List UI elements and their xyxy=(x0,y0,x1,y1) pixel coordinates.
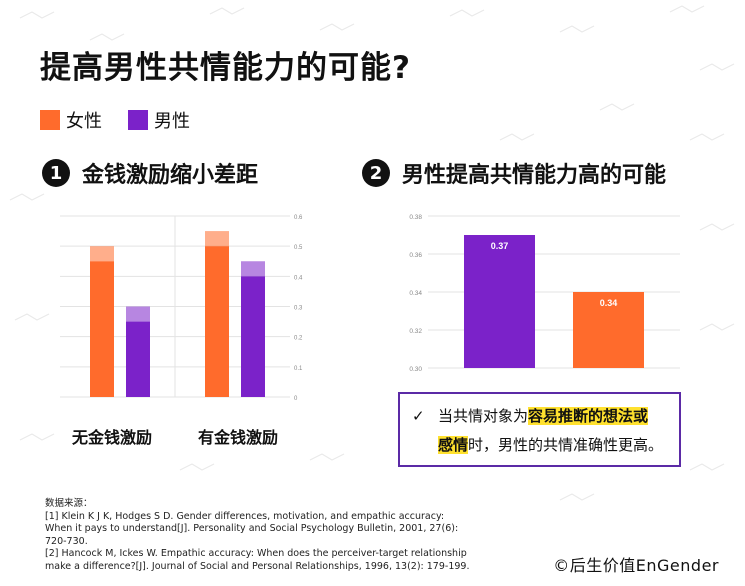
conclusion-note: ✓ 当共情对象为容易推断的想法或 感情时，男性的共情准确性更高。 xyxy=(398,392,681,467)
y-tick-label: 0.30 xyxy=(409,366,422,373)
legend-swatch-female xyxy=(40,110,60,130)
source-line: make a difference?[J]. Journal of Social… xyxy=(45,560,470,572)
note-highlight-2: 感情 xyxy=(438,436,469,454)
section1-number: 1 xyxy=(42,159,70,187)
category-label-incentive: 有金钱激励 xyxy=(197,428,278,447)
bar-cap-female xyxy=(90,246,114,262)
y-tick-label: 0.5 xyxy=(294,245,303,251)
y-tick-label: 0.1 xyxy=(294,366,303,372)
note-text-pre: 当共情对象为 xyxy=(438,407,529,425)
legend-label-male: 男性 xyxy=(154,111,190,132)
y-tick-label: 0.6 xyxy=(294,215,303,221)
y-tick-label: 0.4 xyxy=(294,275,303,281)
legend-item-male: 男性 xyxy=(128,107,190,133)
chart-incentive: 0 0.1 0.2 0.3 0.4 0.5 0.6 xyxy=(60,215,303,402)
legend-label-female: 女性 xyxy=(66,111,102,132)
legend: 女性 男性 xyxy=(40,108,216,132)
source-line: When it pays to understand[J]. Personali… xyxy=(45,523,459,534)
y-tick-label: 0 xyxy=(294,396,298,402)
y-tick-label: 0.36 xyxy=(409,252,422,259)
data-label: 0.37 xyxy=(491,241,509,251)
note-text-post: 时，男性的共情准确性更高。 xyxy=(468,436,664,454)
legend-swatch-male xyxy=(128,110,148,130)
bar-male xyxy=(126,321,150,397)
section2-number: 2 xyxy=(362,159,390,187)
check-icon: ✓ xyxy=(412,407,425,425)
y-tick-label: 0.2 xyxy=(294,336,303,342)
y-tick-label: 0.32 xyxy=(409,328,422,335)
bar-cap-male xyxy=(241,261,265,277)
chart-empathic-accuracy: 0.30 0.32 0.34 0.36 0.38 0.37 0.34 xyxy=(409,214,680,373)
bar-cap-male xyxy=(126,306,150,322)
bar-female xyxy=(90,261,114,397)
y-tick-label: 0.3 xyxy=(294,306,303,312)
bar-cap-female xyxy=(205,231,229,247)
section2-title: 男性提高共情能力高的可能 xyxy=(402,163,667,188)
section2-heading: 2 男性提高共情能力高的可能 xyxy=(362,157,666,189)
section1-heading: 1 金钱激励缩小差距 xyxy=(42,157,258,189)
sources: 数据来源： [1] Klein K J K, Hodges S D. Gende… xyxy=(45,498,505,573)
bar-female xyxy=(573,292,644,368)
source-line: 720-730. xyxy=(45,535,88,547)
bar-male xyxy=(464,235,535,368)
y-tick-label: 0.34 xyxy=(409,290,422,297)
sources-heading: 数据来源： xyxy=(45,498,93,509)
legend-item-female: 女性 xyxy=(40,107,102,133)
data-label: 0.34 xyxy=(600,298,618,308)
credit: ©后生价值EnGender xyxy=(553,556,719,575)
category-label-no-incentive: 无金钱激励 xyxy=(71,428,152,447)
note-highlight-1: 容易推断的想法或 xyxy=(528,407,649,425)
bar-male xyxy=(241,276,265,397)
page-title: 提高男性共情能力的可能? xyxy=(40,50,411,86)
y-tick-label: 0.38 xyxy=(409,214,422,221)
bar-female xyxy=(205,246,229,397)
source-line: [2] Hancock M, Ickes W. Empathic accurac… xyxy=(45,548,467,559)
source-line: [1] Klein K J K, Hodges S D. Gender diff… xyxy=(45,510,445,522)
section1-title: 金钱激励缩小差距 xyxy=(82,163,259,188)
